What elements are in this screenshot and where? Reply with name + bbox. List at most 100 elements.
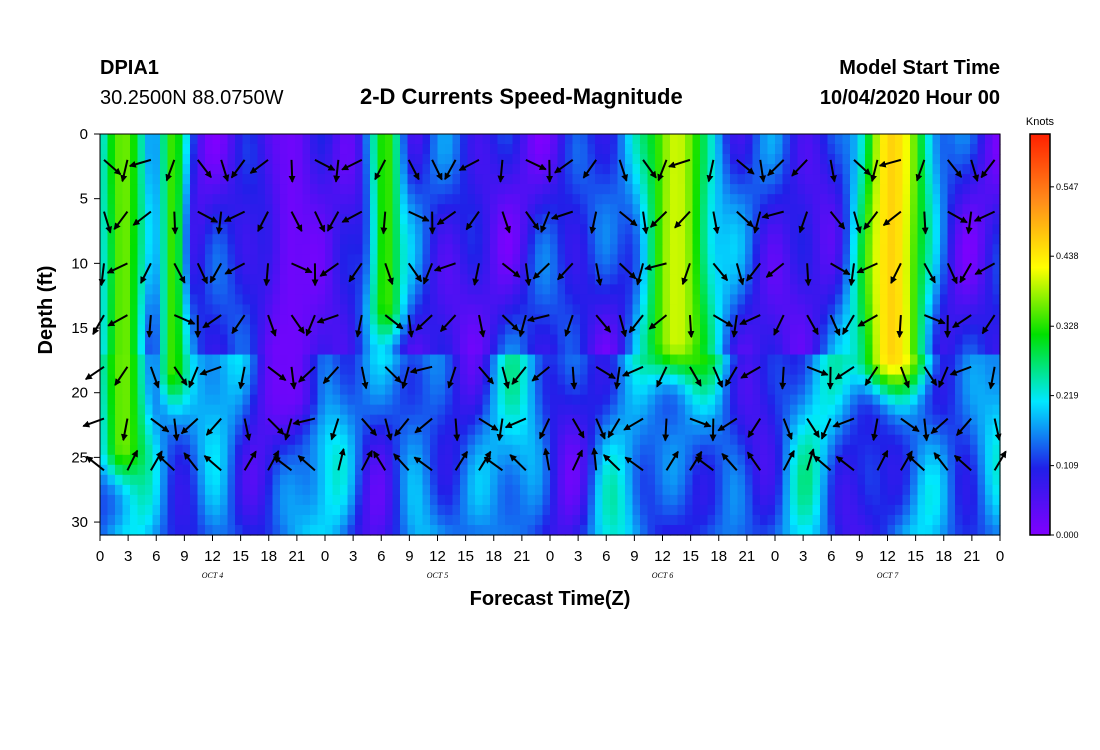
speed-cell [137,174,146,185]
speed-cell [407,344,416,356]
speed-cell [152,214,161,225]
speed-cell [602,444,611,456]
speed-cell [497,444,506,456]
speed-cell [760,394,769,406]
speed-cell [422,184,431,195]
speed-cell [707,484,716,496]
speed-cell [715,444,724,456]
speed-cell [190,264,199,275]
speed-cell [227,394,236,406]
speed-cell [302,464,311,476]
speed-cell [707,364,716,376]
speed-cell [175,134,184,145]
speed-cell [317,374,326,386]
speed-cell [445,444,454,456]
speed-cell [377,144,386,155]
speed-cell [205,244,214,255]
speed-cell [415,244,424,255]
speed-cell [317,204,326,215]
speed-cell [415,194,424,205]
speed-cell [865,494,874,506]
speed-cell [475,234,484,245]
speed-cell [902,484,911,496]
speed-cell [865,514,874,526]
speed-cell [910,234,919,245]
speed-cell [977,274,986,285]
speed-cell [992,484,1001,496]
speed-cell [797,244,806,255]
speed-cell [557,144,566,155]
speed-cell [197,184,206,195]
speed-cell [947,134,956,145]
speed-cell [760,454,769,466]
speed-cell [550,304,559,316]
speed-cell [152,504,161,516]
speed-cell [175,334,184,346]
speed-cell [340,204,349,215]
speed-cell [392,444,401,456]
speed-cell [407,474,416,486]
speed-cell [490,434,499,446]
speed-cell [197,174,206,185]
speed-cell [625,244,634,255]
speed-cell [677,204,686,215]
speed-cell [827,514,836,526]
speed-cell [625,144,634,155]
speed-cell [467,144,476,155]
speed-cell [422,304,431,316]
speed-cell [460,304,469,316]
speed-cell [962,424,971,436]
speed-cell [895,454,904,466]
speed-cell [452,254,461,265]
speed-cell [407,424,416,436]
speed-cell [505,374,514,386]
speed-cell [947,184,956,195]
speed-cell [407,354,416,366]
speed-cell [227,174,236,185]
speed-cell [932,244,941,255]
speed-cell [430,354,439,366]
speed-cell [130,254,139,265]
speed-cell [955,414,964,426]
speed-cell [220,384,229,396]
speed-cell [377,304,386,316]
speed-cell [857,374,866,386]
speed-cell [482,274,491,285]
speed-cell [962,364,971,376]
speed-cell [895,484,904,496]
speed-cell [445,324,454,336]
speed-cell [580,214,589,225]
speed-cell [640,374,649,386]
speed-cell [722,174,731,185]
speed-cell [212,244,221,255]
speed-cell [467,414,476,426]
speed-cell [520,194,529,205]
speed-cell [610,374,619,386]
speed-cell [310,254,319,265]
speed-cell [317,424,326,436]
speed-cell [527,174,536,185]
speed-cell [557,344,566,356]
speed-cell [632,184,641,195]
speed-cell [745,474,754,486]
speed-cell [565,264,574,275]
speed-cell [940,504,949,516]
speed-cell [422,344,431,356]
speed-cell [880,144,889,155]
speed-cell [737,204,746,215]
speed-cell [235,334,244,346]
speed-cell [295,154,304,165]
speed-cell [940,394,949,406]
speed-cell [422,444,431,456]
speed-cell [550,354,559,366]
speed-cell [272,444,281,456]
speed-cell [790,374,799,386]
speed-cell [932,524,941,536]
current-vector [668,158,691,169]
current-vector [257,211,269,233]
speed-cell [842,504,851,516]
speed-cell [985,324,994,336]
speed-cell [362,244,371,255]
speed-cell [287,494,296,506]
speed-cell [775,494,784,506]
